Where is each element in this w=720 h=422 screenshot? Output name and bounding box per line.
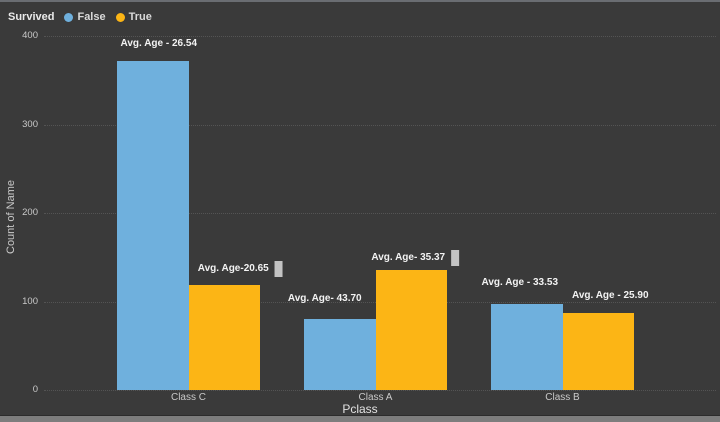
legend-item-false[interactable]: False	[64, 11, 106, 23]
y-tick-200: 200	[22, 207, 38, 218]
avg-age-text: Avg. Age - 26.54	[120, 37, 198, 49]
avg-age-text: Avg. Age - 33.53	[481, 277, 559, 289]
legend-swatch-true-icon	[115, 12, 125, 22]
horizontal-scrollbar[interactable]	[0, 415, 720, 422]
gray-marker-icon	[451, 249, 460, 266]
x-axis-title: Pclass	[342, 402, 378, 416]
avg-age-text: Avg. Age - 25.90	[571, 290, 649, 301]
legend: Survived False True	[8, 11, 152, 23]
y-tick-300: 300	[22, 118, 38, 130]
avg-age-text: Avg. Age- 35.37	[371, 251, 446, 263]
legend-title: Survived	[8, 11, 55, 23]
gray-marker-icon	[274, 260, 283, 277]
gridline-300	[44, 124, 716, 126]
legend-swatch-false-icon	[64, 12, 74, 22]
legend-item-false-label: False	[77, 11, 106, 23]
avg-age-label-class-a-true: Avg. Age- 35.37	[371, 249, 460, 266]
avg-age-label-class-c-false: Avg. Age - 26.54	[120, 38, 197, 50]
y-tick-0: 0	[32, 384, 38, 395]
avg-age-label-class-b-false: Avg. Age - 33.53	[481, 277, 558, 289]
bar-class-a-false[interactable]	[304, 319, 376, 390]
bar-class-a-true[interactable]	[375, 269, 447, 390]
bar-class-b-true[interactable]	[562, 313, 634, 390]
bar-class-b-false[interactable]	[491, 304, 563, 390]
avg-age-label-class-a-false: Avg. Age- 43.70	[288, 293, 362, 305]
bar-class-c-true[interactable]	[188, 284, 260, 390]
y-tick-400: 400	[22, 30, 38, 41]
avg-age-label-class-c-true: Avg. Age-20.65	[197, 260, 283, 277]
legend-item-true-label: True	[128, 11, 152, 23]
avg-age-text: Avg. Age-20.65	[197, 262, 269, 274]
x-tick-class-c: Class C	[170, 392, 207, 403]
legend-item-true[interactable]: True	[115, 11, 152, 23]
x-tick-class-a: Class A	[358, 392, 393, 403]
avg-age-text: Avg. Age- 43.70	[287, 293, 362, 305]
avg-age-label-class-b-true: Avg. Age - 25.90	[572, 290, 649, 302]
y-tick-100: 100	[22, 295, 38, 307]
bar-class-c-false[interactable]	[117, 60, 189, 390]
gridline-400	[44, 36, 716, 37]
gridline-200	[44, 213, 716, 214]
x-tick-class-b: Class B	[545, 392, 580, 403]
gridline-0	[44, 390, 716, 391]
